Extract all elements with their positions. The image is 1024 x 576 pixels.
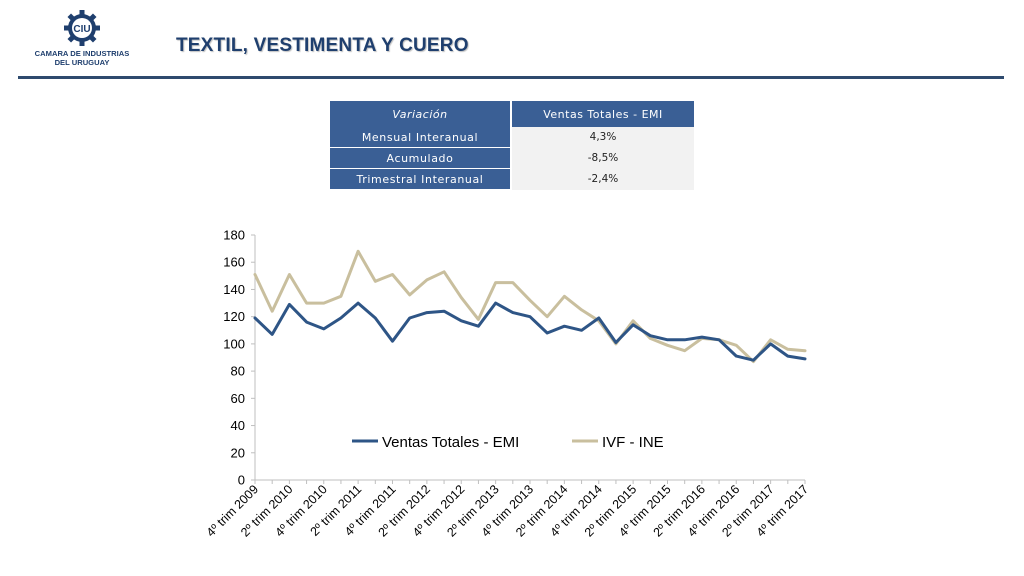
summary-row-label: Acumulado [330, 147, 512, 169]
series-line-ventas-emi [253, 301, 807, 362]
summary-row: Trimestral Interanual -2,4% [330, 168, 694, 190]
summary-row-label: Mensual Interanual [330, 127, 512, 148]
y-tick-label: 100 [223, 336, 245, 351]
legend-label-ventas-emi: Ventas Totales - EMI [382, 434, 519, 451]
summary-table: Variación Ventas Totales - EMI Mensual I… [330, 101, 694, 190]
logo-mark-text: CIU [73, 24, 90, 35]
y-tick-label: 120 [223, 309, 245, 324]
logo: CIU CAMARA DE INDUSTRIAS DEL URUGUAY [22, 10, 142, 70]
summary-row-label: Trimestral Interanual [330, 168, 512, 190]
summary-row-value: -8,5% [511, 147, 694, 169]
logo-text-line2: DEL URUGUAY [54, 57, 110, 67]
title-divider [18, 76, 1004, 79]
logo-text: CAMARA DE INDUSTRIAS DEL URUGUAY [22, 49, 142, 67]
y-tick-label: 180 [223, 228, 245, 243]
ciu-logo-icon: CIU [64, 10, 100, 46]
y-tick-label: 140 [223, 282, 245, 297]
y-tick-label: 40 [231, 418, 245, 433]
summary-row: Acumulado -8,5% [330, 147, 694, 169]
y-tick-label: 20 [231, 445, 245, 460]
y-tick-label: 80 [231, 364, 245, 379]
summary-col2-header: Ventas Totales - EMI [511, 101, 694, 127]
logo-text-line1: CAMARA DE INDUSTRIAS [34, 49, 130, 58]
summary-row: Mensual Interanual 4,3% [330, 127, 694, 148]
y-tick-label: 160 [223, 255, 245, 270]
legend-label-ivf-ine: IVF - INE [602, 434, 664, 451]
y-tick-label: 60 [231, 391, 245, 406]
page-title: TEXTIL, VESTIMENTA Y CUERO [176, 35, 469, 56]
summary-header-row: Variación Ventas Totales - EMI [330, 101, 694, 127]
summary-row-value: 4,3% [511, 127, 694, 148]
summary-col1-header: Variación [330, 101, 512, 127]
summary-row-value: -2,4% [511, 168, 694, 190]
y-tick-label: 0 [238, 473, 245, 488]
